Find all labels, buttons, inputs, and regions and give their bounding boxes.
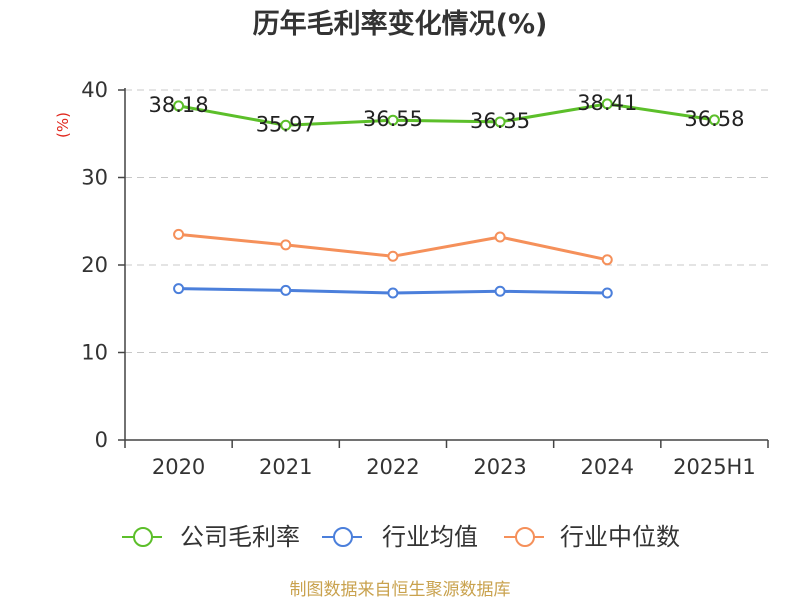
y-tick-label-2: 20 (81, 253, 108, 277)
x-tick-label-1: 2021 (259, 455, 312, 479)
y-axis-label: (%) (54, 112, 72, 138)
source-note: 制图数据来自恒生聚源数据库 (290, 580, 511, 600)
x-tick-label-2: 2022 (366, 455, 419, 479)
x-tick-label-5: 2025H1 (673, 455, 756, 479)
legend-marker-icon (515, 527, 535, 547)
series-2-point-1 (280, 239, 292, 251)
series-0-point-3 (494, 116, 506, 128)
legend-label: 行业均值 (382, 523, 478, 551)
y-tick-label-4: 40 (81, 78, 108, 102)
chart-title: 历年毛利率变化情况(%) (253, 8, 548, 40)
series-2-point-0 (173, 228, 185, 240)
series-0-point-4 (601, 98, 613, 110)
y-tick-label-3: 30 (81, 166, 108, 190)
legend-item-2: 行业中位数 (504, 523, 680, 551)
legend-item-0: 公司毛利率 (122, 523, 300, 551)
y-tick-label-1: 10 (81, 341, 108, 365)
series-0-point-2 (387, 114, 399, 126)
series-0-line (178, 102, 715, 127)
series-0-data-label-2: 36.55 (363, 107, 423, 131)
series-0-data-label-4: 38.41 (577, 91, 637, 115)
series-0-data-label-5: 36.58 (684, 107, 744, 131)
series-2-point-2 (387, 250, 399, 262)
series-1-point-0 (173, 283, 185, 295)
legend-label: 公司毛利率 (180, 523, 300, 551)
series-2-point-4 (601, 254, 613, 266)
x-tick-label-0: 2020 (152, 455, 205, 479)
series-2-point-3 (494, 231, 506, 243)
series-0-point-1 (280, 119, 292, 131)
series-0-point-5 (708, 114, 720, 126)
series-lines (173, 98, 720, 299)
series-1-point-2 (387, 287, 399, 299)
series-0-data-label-3: 36.35 (470, 109, 530, 133)
series-1-point-4 (601, 287, 613, 299)
series-0-point-0 (173, 100, 185, 112)
data-labels: 38.18 35.97 36.55 36.35 38.41 36.58 (149, 91, 745, 136)
series-0-data-label-0: 38.18 (149, 93, 209, 117)
legend-item-1: 行业均值 (322, 523, 478, 551)
series-0-data-label-1: 35.97 (256, 112, 316, 136)
x-tick-label-3: 2023 (473, 455, 526, 479)
series-1-point-1 (280, 284, 292, 296)
y-tick-label-0: 0 (95, 428, 108, 452)
legend-marker-icon (333, 527, 353, 547)
legend-marker-icon (133, 527, 153, 547)
legend: 公司毛利率 行业均值 行业中位数 (122, 523, 680, 551)
legend-label: 行业中位数 (560, 523, 680, 551)
x-tick-label-4: 2024 (581, 455, 634, 479)
axes: 0 10 20 30 40 2020 2021 2022 2023 2024 2025H1 (81, 78, 769, 479)
series-1-point-3 (494, 285, 506, 297)
grid-lines (125, 89, 768, 353)
